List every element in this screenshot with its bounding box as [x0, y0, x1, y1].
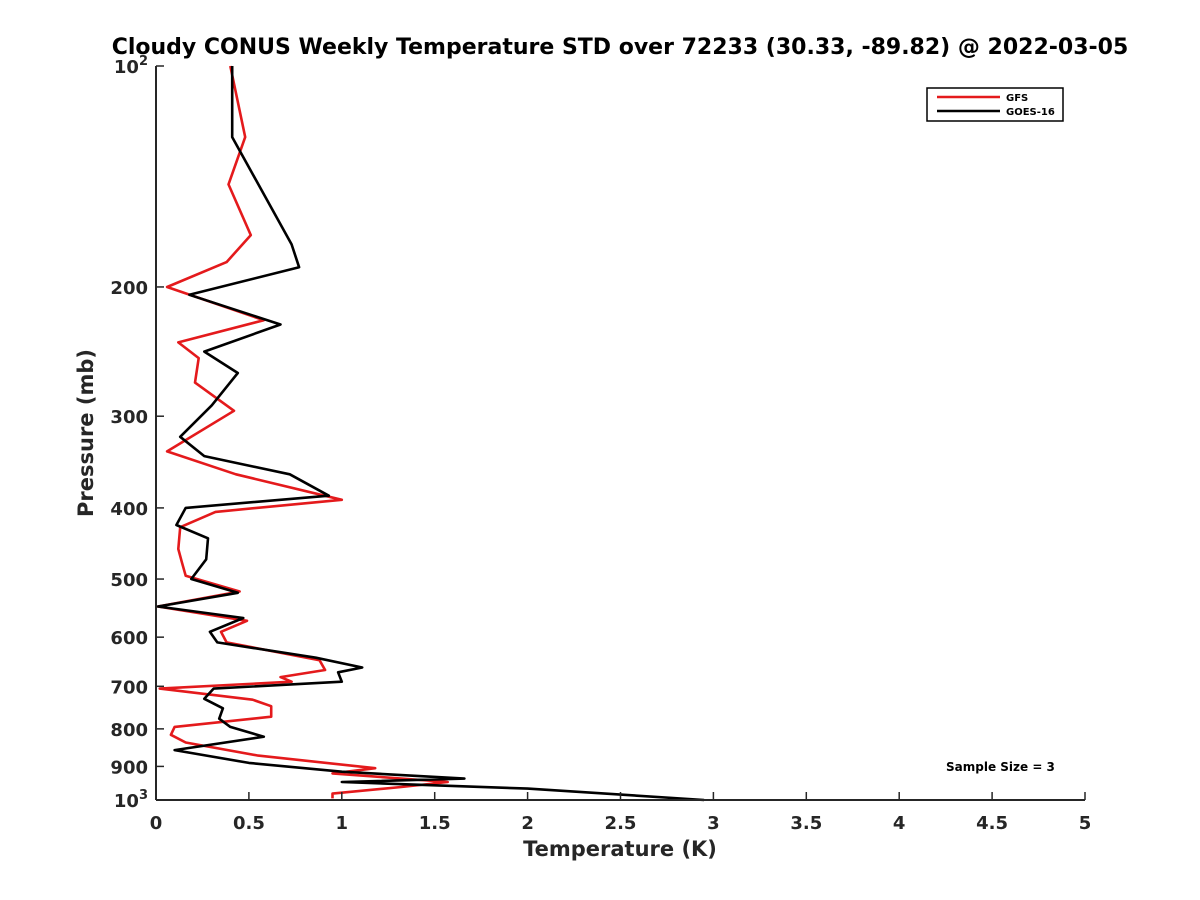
series-line-gfs	[156, 65, 450, 799]
y-tick-label: 500	[110, 570, 148, 591]
y-axis-ticks: 102 200 300 400 500 600 700 800 900 103	[110, 54, 164, 812]
axes-layer	[155, 66, 1085, 801]
series-layer	[156, 65, 705, 802]
x-axis-label: Temperature (K)	[523, 837, 717, 861]
legend-label-goes16: GOES-16	[1006, 107, 1055, 118]
x-tick-label: 3.5	[790, 813, 822, 834]
x-axis-ticks: 0 0.5 1 1.5 2 2.5 3 3.5 4 4.5 5	[150, 792, 1092, 834]
x-tick-label: 1	[336, 813, 349, 834]
sample-size-annotation: Sample Size = 3	[946, 760, 1055, 774]
legend: GFS GOES-16	[926, 87, 1064, 122]
y-tick-label: 900	[110, 757, 148, 778]
legend-box	[926, 87, 1064, 122]
y-tick-label: 600	[110, 628, 148, 649]
y-tick-label: 103	[114, 788, 148, 812]
x-tick-label: 0	[150, 813, 163, 834]
x-tick-label: 1.5	[419, 813, 451, 834]
x-tick-label: 4	[893, 813, 906, 834]
x-tick-label: 2.5	[605, 813, 637, 834]
x-tick-label: 3	[707, 813, 720, 834]
y-tick-label: 300	[110, 407, 148, 428]
y-tick-label: 102	[114, 54, 148, 78]
series-line-goes16	[156, 66, 705, 802]
x-tick-label: 4.5	[976, 813, 1008, 834]
chart-title: Cloudy CONUS Weekly Temperature STD over…	[112, 35, 1129, 60]
y-tick-label: 200	[110, 278, 148, 299]
x-tick-label: 2	[521, 813, 534, 834]
legend-label-gfs: GFS	[1006, 93, 1028, 104]
y-tick-label: 700	[110, 677, 148, 698]
y-tick-label: 400	[110, 499, 148, 520]
x-tick-label: 0.5	[233, 813, 265, 834]
y-axis-label: Pressure (mb)	[74, 349, 98, 517]
x-tick-label: 5	[1079, 813, 1092, 834]
y-tick-label: 800	[110, 720, 148, 741]
